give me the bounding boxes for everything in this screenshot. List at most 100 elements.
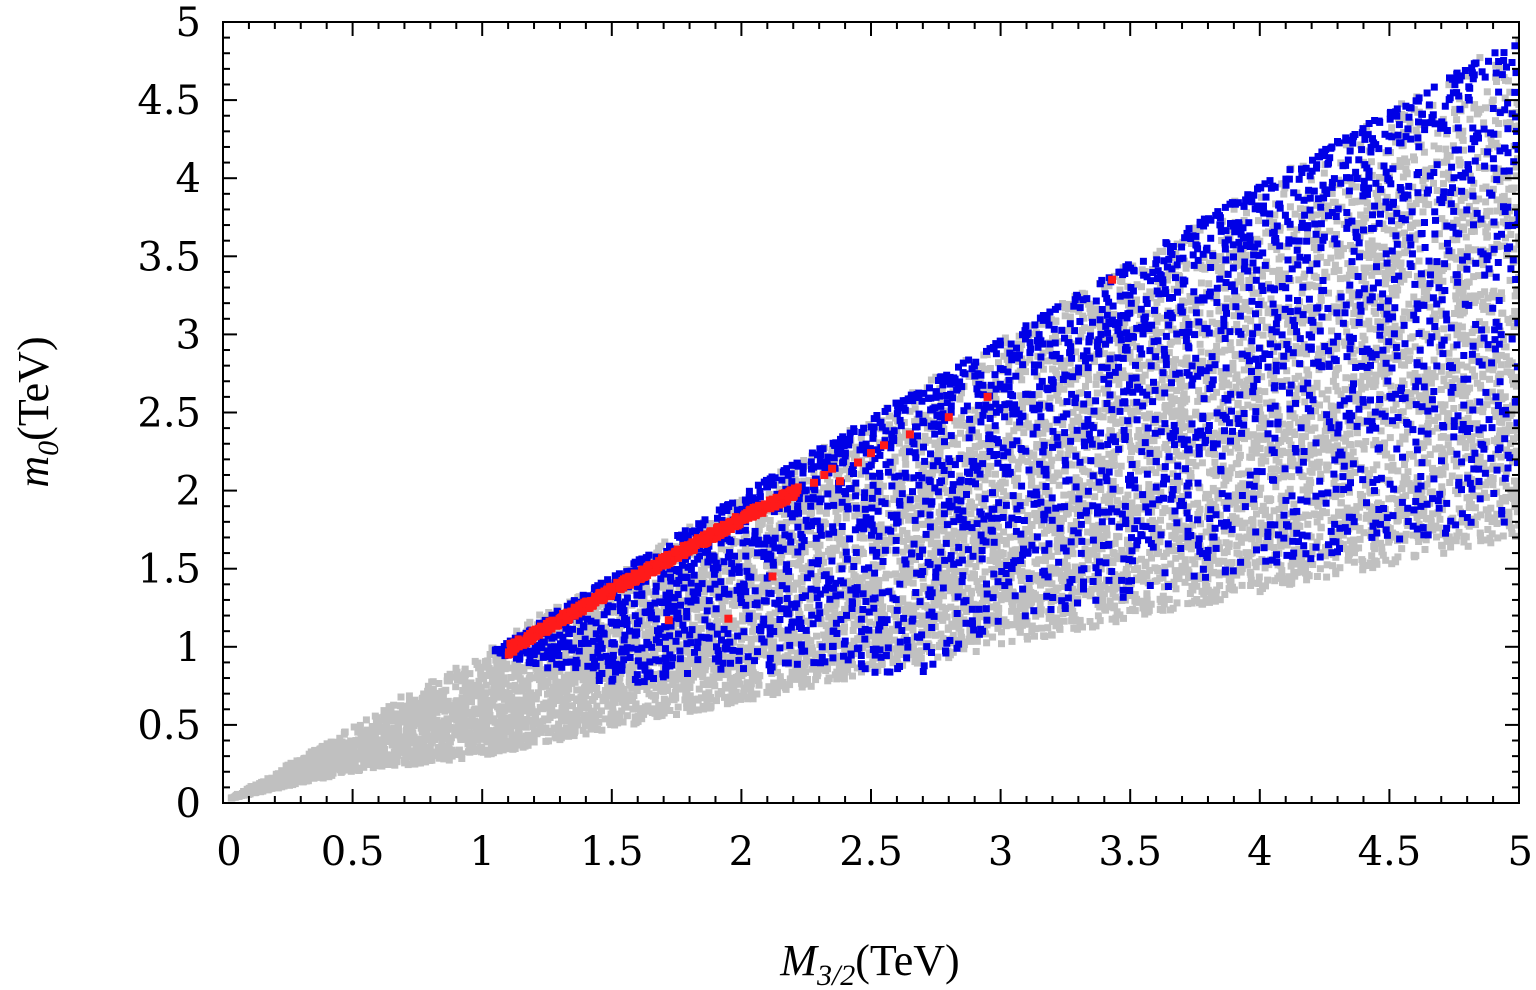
gray-point — [1313, 201, 1321, 209]
gray-point — [608, 644, 616, 652]
gray-point — [1293, 514, 1301, 522]
gray-point — [390, 701, 398, 709]
gray-point — [959, 492, 967, 500]
gray-point — [1197, 261, 1205, 269]
gray-point — [1031, 558, 1039, 566]
gray-point — [1437, 401, 1445, 409]
gray-point — [1299, 486, 1307, 494]
gray-point — [1259, 272, 1266, 280]
gray-point — [1094, 600, 1102, 608]
gray-point — [1256, 588, 1264, 596]
gray-point — [1455, 474, 1463, 482]
gray-point — [868, 542, 876, 550]
gray-point — [1461, 392, 1469, 400]
gray-point — [828, 445, 836, 453]
gray-point — [1451, 310, 1458, 317]
gray-point — [1404, 522, 1412, 529]
gray-point — [1384, 325, 1392, 333]
gray-point — [1399, 315, 1407, 323]
gray-point — [957, 429, 964, 437]
gray-point — [875, 439, 883, 447]
gray-point — [1172, 585, 1180, 593]
gray-point — [1491, 407, 1499, 415]
gray-point — [949, 631, 957, 639]
gray-point — [1094, 545, 1102, 553]
gray-point — [1186, 590, 1194, 597]
gray-point — [904, 536, 912, 543]
gray-point — [1399, 241, 1407, 249]
gray-point — [1473, 420, 1481, 428]
gray-point — [398, 733, 405, 741]
gray-point — [1060, 385, 1068, 393]
gray-point — [1330, 514, 1338, 522]
gray-point — [1336, 275, 1344, 283]
gray-point — [1137, 517, 1145, 525]
gray-point — [1258, 507, 1266, 514]
gray-point — [1126, 503, 1134, 511]
gray-point — [1487, 539, 1495, 547]
gray-point — [935, 600, 943, 608]
gray-point — [735, 555, 742, 562]
gray-point — [693, 605, 701, 613]
gray-point — [601, 715, 609, 723]
gray-point — [858, 668, 865, 676]
gray-point — [1157, 516, 1164, 524]
gray-point — [500, 732, 508, 740]
gray-point — [844, 601, 852, 609]
gray-point — [1430, 179, 1437, 187]
gray-point — [891, 496, 898, 503]
gray-point — [1221, 445, 1229, 453]
gray-point — [1251, 542, 1259, 549]
gray-point — [1039, 349, 1047, 357]
gray-point — [680, 567, 688, 575]
gray-point — [1212, 348, 1220, 356]
gray-point — [1280, 190, 1288, 198]
gray-point — [1231, 499, 1239, 507]
gray-point — [1085, 376, 1093, 384]
gray-point — [875, 583, 883, 591]
gray-point — [1239, 250, 1247, 258]
gray-point — [1480, 459, 1488, 467]
gray-point — [1249, 403, 1256, 411]
gray-point — [1108, 615, 1116, 623]
gray-point — [1449, 236, 1457, 244]
gray-point — [1286, 400, 1294, 408]
gray-point — [895, 645, 903, 652]
gray-point — [1193, 365, 1200, 373]
gray-point — [1253, 510, 1260, 518]
gray-point — [835, 505, 843, 513]
gray-point — [1197, 520, 1204, 528]
gray-point — [1438, 483, 1446, 491]
gray-point — [1419, 495, 1427, 503]
gray-point — [969, 471, 977, 478]
gray-point — [1048, 580, 1056, 588]
gray-point — [1264, 576, 1272, 584]
gray-point — [1173, 599, 1181, 607]
gray-point — [944, 531, 952, 539]
gray-point — [932, 631, 939, 639]
gray-point — [1468, 366, 1476, 374]
gray-point — [1481, 321, 1489, 329]
gray-point — [1148, 466, 1156, 474]
gray-point — [1506, 119, 1514, 126]
gray-point — [1135, 504, 1143, 512]
gray-point — [1508, 122, 1516, 130]
gray-point — [900, 606, 908, 613]
gray-point — [664, 687, 672, 694]
gray-point — [475, 677, 483, 685]
gray-point — [1147, 294, 1155, 302]
gray-point — [1346, 470, 1354, 477]
gray-point — [1152, 251, 1160, 259]
gray-point — [747, 639, 755, 647]
gray-point — [964, 481, 972, 489]
gray-point — [705, 689, 713, 697]
gray-point — [1103, 529, 1110, 537]
gray-point — [1202, 331, 1209, 339]
gray-point — [1174, 484, 1181, 491]
gray-point — [1312, 511, 1320, 519]
gray-point — [542, 682, 550, 690]
gray-point — [836, 540, 844, 548]
gray-point — [1514, 310, 1519, 318]
gray-point — [1358, 276, 1366, 284]
gray-point — [392, 745, 400, 753]
